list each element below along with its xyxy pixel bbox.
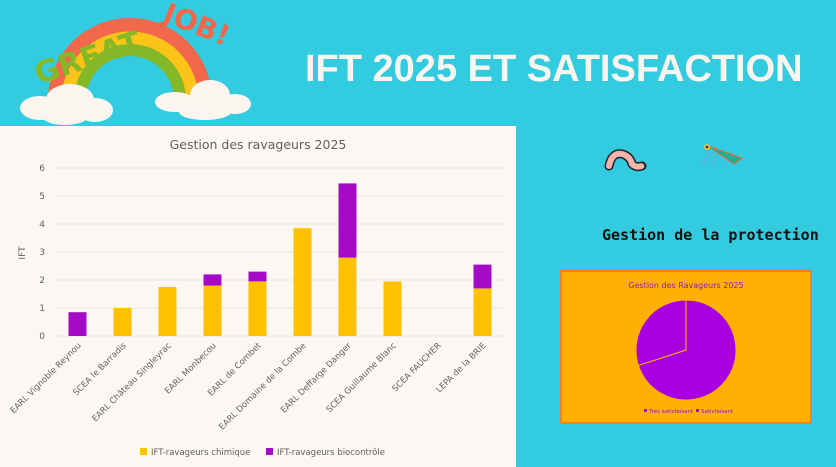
y-tick-label: 3	[39, 248, 45, 258]
bar-segment	[473, 264, 492, 289]
y-tick-label: 0	[39, 332, 45, 342]
bar-segment	[248, 281, 267, 336]
pie-chart-panel: Gestion des Ravageurs 2025 Très satisfai…	[560, 270, 812, 424]
x-tick-label: EARL Vignoble Reynou	[9, 341, 84, 416]
y-tick-label: 6	[39, 164, 45, 174]
worm-icon	[604, 149, 647, 172]
bar-segment	[68, 312, 87, 336]
leafhopper-insect-icon	[701, 144, 744, 169]
bar-segment	[158, 287, 177, 336]
bar-segment	[338, 183, 357, 258]
bar-segment	[248, 271, 267, 282]
legend-swatch	[140, 448, 147, 455]
pie-slice	[635, 299, 687, 367]
bar-segment	[293, 228, 312, 336]
page-title: IFT 2025 ET SATISFACTION	[305, 48, 803, 90]
y-tick-label: 5	[39, 192, 45, 202]
legend-label: IFT-ravageurs biocontrôle	[277, 447, 385, 458]
legend-swatch	[266, 448, 273, 455]
bar-segment	[113, 308, 132, 336]
x-tick-label: EARL Domaine de la Combe	[217, 341, 308, 432]
bar-segment	[473, 288, 492, 336]
pie-slice	[637, 299, 737, 401]
bar-segment	[338, 257, 357, 336]
legend-swatch	[696, 409, 699, 412]
bar-segment	[203, 274, 222, 286]
y-tick-label: 1	[39, 304, 45, 314]
pie-chart: Gestion des Ravageurs 2025 Très satisfai…	[628, 281, 743, 415]
y-axis-label: IFT	[18, 246, 28, 260]
legend-label: IFT-ravageurs chimique	[151, 448, 250, 458]
chart-title: Gestion des ravageurs 2025	[170, 137, 347, 152]
legend-label: Très satisfaisant	[648, 408, 694, 415]
bar-segment	[383, 281, 402, 336]
pie-title: Gestion des Ravageurs 2025	[628, 281, 743, 290]
x-tick-label: EARL Château Singleyrac	[91, 341, 174, 424]
legend-label: Satisfaisant	[701, 409, 734, 415]
bar-segment	[203, 285, 222, 336]
y-tick-label: 2	[39, 276, 45, 286]
section-title: Gestion de la protection	[602, 226, 819, 244]
legend-swatch	[644, 409, 647, 412]
x-tick-label: LEPA de la BRIE	[435, 341, 489, 395]
great-job-logo: GREAT JOB!	[20, 0, 251, 125]
y-tick-label: 4	[39, 220, 45, 230]
bar-chart: Gestion des ravageurs 2025 IFT 0 1 2 3 4 5 6 E…	[9, 137, 505, 458]
